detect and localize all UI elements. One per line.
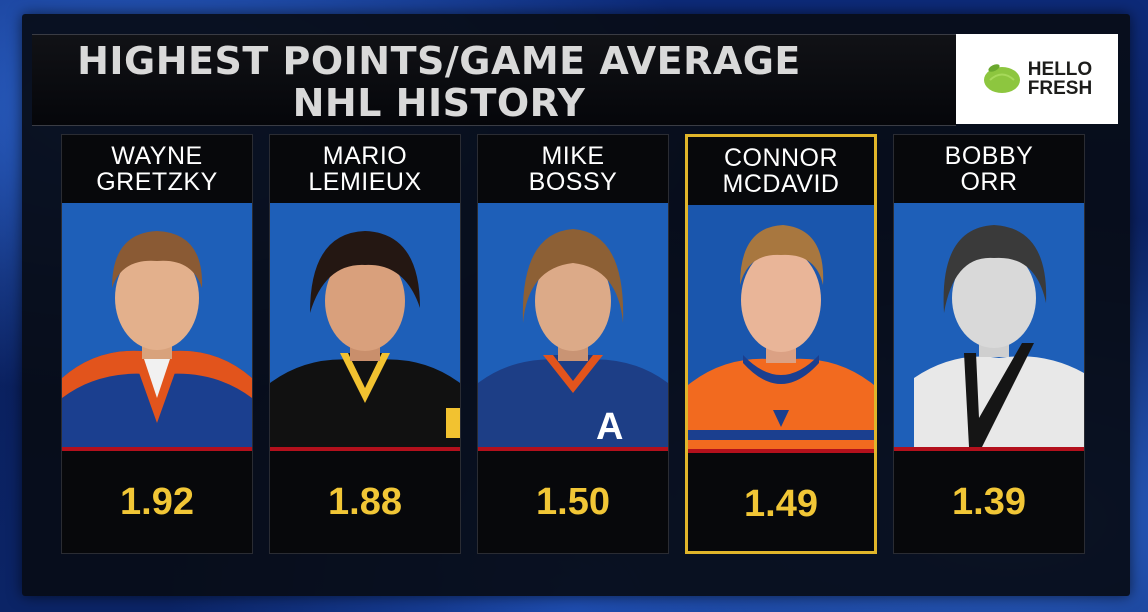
player-first-name: BOBBY (944, 142, 1034, 170)
player-photo (688, 205, 874, 453)
player-first-name: MARIO (322, 142, 408, 170)
player-photo (894, 203, 1084, 451)
player-card-mcdavid: CONNOR MCDAVID 1.49 (685, 134, 877, 554)
sponsor-name: HELLO FRESH (1028, 60, 1092, 98)
player-first-name: MIKE (541, 142, 605, 170)
player-last-name: LEMIEUX (308, 168, 422, 196)
points-per-game: 1.50 (536, 480, 610, 523)
title-bar: HIGHEST POINTS/GAME AVERAGE NHL HISTORY (32, 34, 956, 126)
player-portrait-icon: A (478, 229, 668, 447)
points-per-game: 1.49 (744, 482, 818, 525)
player-card-bossy: MIKE BOSSY A 1.50 (477, 134, 669, 554)
player-name: BOBBY ORR (894, 135, 1084, 203)
player-first-name: CONNOR (723, 144, 839, 172)
player-portrait-icon (62, 231, 252, 447)
points-per-game: 1.88 (328, 480, 402, 523)
player-portrait-icon (270, 231, 460, 447)
player-name: MIKE BOSSY (478, 135, 668, 203)
player-last-name: MCDAVID (722, 170, 840, 198)
points-per-game: 1.92 (120, 480, 194, 523)
player-name: MARIO LEMIEUX (270, 135, 460, 203)
svg-text:A: A (596, 406, 623, 447)
player-last-name: ORR (960, 168, 1018, 196)
player-photo (270, 203, 460, 451)
graphic-panel: HIGHEST POINTS/GAME AVERAGE NHL HISTORY … (22, 14, 1130, 596)
player-last-name: GRETZKY (96, 168, 218, 196)
sponsor-line-1: HELLO (1027, 59, 1093, 80)
player-portrait-icon (914, 225, 1084, 447)
title-line-2: NHL HISTORY (292, 81, 586, 125)
player-card-orr: BOBBY ORR 1.39 (893, 134, 1085, 554)
player-photo (62, 203, 252, 451)
player-card-lemieux: MARIO LEMIEUX 1.88 (269, 134, 461, 554)
sponsor-line-2: FRESH (1027, 78, 1093, 99)
player-portrait-icon (688, 225, 874, 449)
player-name: WAYNE GRETZKY (62, 135, 252, 203)
player-name: CONNOR MCDAVID (688, 137, 874, 205)
points-per-game: 1.39 (952, 480, 1026, 523)
player-last-name: BOSSY (528, 168, 618, 196)
title-line-1: HIGHEST POINTS/GAME AVERAGE (77, 39, 801, 83)
player-cards: WAYNE GRETZKY 1.92 MARIO LEMIEUX (61, 134, 1085, 556)
player-card-gretzky: WAYNE GRETZKY 1.92 (61, 134, 253, 554)
sponsor-logo: HELLO FRESH (956, 34, 1118, 124)
lime-icon (983, 64, 1020, 93)
player-photo: A (478, 203, 668, 451)
player-first-name: WAYNE (111, 142, 203, 170)
